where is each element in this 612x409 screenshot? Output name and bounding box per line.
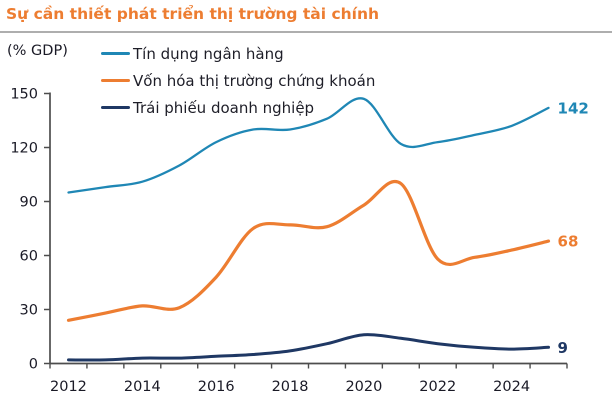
x-tick-label: 2024 — [493, 379, 530, 395]
legend-swatch-icon — [101, 106, 130, 109]
y-tick-label: 150 — [10, 87, 38, 103]
legend-item: Tín dụng ngân hàng — [101, 40, 375, 67]
title-divider — [0, 31, 612, 33]
y-tick-label: 0 — [29, 357, 38, 373]
x-tick-label: 2016 — [198, 379, 235, 395]
y-tick-label: 60 — [20, 249, 38, 265]
legend-swatch-icon — [101, 79, 130, 82]
legend-item: Trái phiếu doanh nghiệp — [101, 94, 375, 121]
series-end-label: 68 — [558, 233, 579, 251]
legend-label: Trái phiếu doanh nghiệp — [133, 98, 315, 117]
x-tick-label: 2014 — [124, 379, 161, 395]
x-tick-label: 2022 — [419, 379, 456, 395]
y-axis-unit-label: (% GDP) — [7, 43, 68, 59]
legend-label: Tín dụng ngân hàng — [133, 44, 284, 63]
x-tick-label: 2012 — [50, 379, 87, 395]
y-tick-label: 120 — [10, 141, 38, 157]
chart-title: Sự cần thiết phát triển thị trường tài c… — [6, 5, 380, 23]
series-line — [67, 97, 550, 194]
legend-label: Vốn hóa thị trường chứng khoán — [133, 71, 376, 90]
series-line — [66, 179, 551, 322]
legend-item: Vốn hóa thị trường chứng khoán — [101, 67, 375, 94]
legend-swatch-icon — [101, 52, 130, 55]
x-tick-label: 2018 — [272, 379, 309, 395]
series-end-label: 9 — [558, 339, 568, 357]
chart-legend: Tín dụng ngân hàng Vốn hóa thị trường chứ… — [101, 40, 375, 121]
x-tick-label: 2020 — [345, 379, 382, 395]
series-line — [67, 333, 550, 362]
y-tick-label: 30 — [20, 303, 38, 319]
y-tick-label: 90 — [20, 195, 38, 211]
series-end-label: 142 — [558, 99, 589, 117]
